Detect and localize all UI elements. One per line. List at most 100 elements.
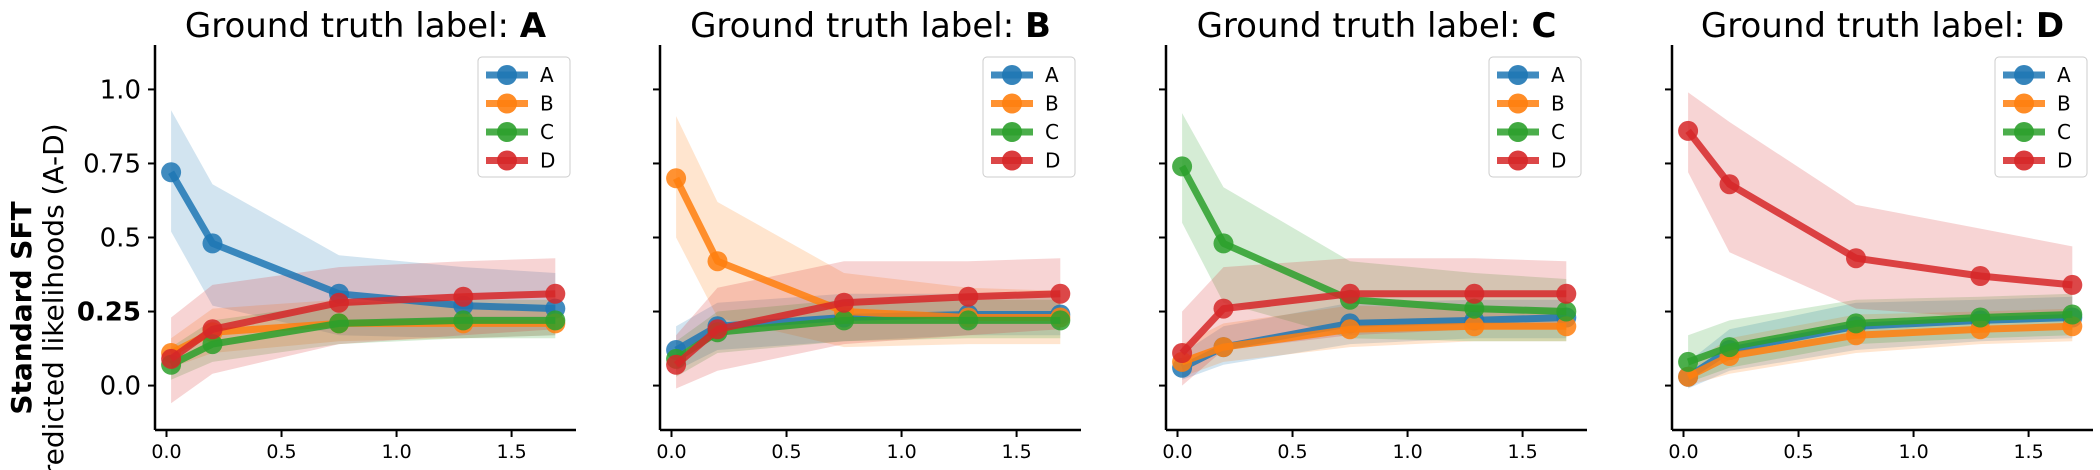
legend-label: D <box>2057 149 2072 173</box>
legend-label: B <box>540 92 554 116</box>
data-point-c <box>453 310 474 331</box>
chart-title-prefix: Ground truth label: <box>1197 6 1532 46</box>
data-point-c <box>1050 310 1071 331</box>
data-point-d <box>1213 298 1234 319</box>
confidence-band-d <box>1688 92 2073 321</box>
legend-label: C <box>1551 120 1565 144</box>
data-point-d <box>707 319 728 340</box>
legend-swatch-marker <box>1508 150 1528 171</box>
data-point-b <box>1464 316 1485 337</box>
data-point-d <box>1050 283 1071 304</box>
legend-swatch-marker <box>497 93 517 114</box>
chart-panel-a: Ground truth label: A 0.0 0.5 1.0 1.5 0.0 0.25… <box>77 6 576 463</box>
legend-swatch-marker <box>1508 65 1528 85</box>
chart-title-prefix: Ground truth label: <box>1701 6 2036 46</box>
y-axis-label-group: Standard SFT Predicted likelihoods (A-D) <box>5 123 70 470</box>
legend-label: D <box>1045 149 1060 173</box>
data-point-b <box>707 251 728 272</box>
legend-label: C <box>540 120 554 144</box>
legend-label: C <box>1045 120 1059 144</box>
legend-swatch-marker <box>1002 122 1022 142</box>
data-point-c <box>834 310 854 331</box>
confidence-band-c <box>1182 113 1567 342</box>
data-point-c <box>1970 307 1991 328</box>
data-point-c <box>1213 233 1234 254</box>
data-point-c <box>958 310 979 331</box>
legend-label: A <box>1045 63 1059 87</box>
chart-title-prefix: Ground truth label: <box>185 6 520 46</box>
data-point-d <box>1340 283 1360 304</box>
confidence-band-a <box>171 110 556 339</box>
legend-swatch-marker <box>2014 65 2034 85</box>
data-point-a <box>202 233 223 254</box>
data-point-c <box>2062 304 2083 325</box>
data-point-b <box>1556 316 1577 337</box>
legend-frame <box>1488 56 1582 178</box>
legend-swatch-marker <box>497 65 517 85</box>
data-point-b <box>1340 319 1360 340</box>
legend-swatch-marker <box>2014 93 2034 114</box>
x-tick-label: 1.5 <box>2013 441 2043 463</box>
x-tick-label: 1.0 <box>1392 441 1422 463</box>
legend-swatch-marker <box>1508 93 1528 114</box>
data-point-c <box>202 334 223 355</box>
data-point-d <box>958 286 979 307</box>
x-tick-label: 1.0 <box>886 441 916 463</box>
x-tick-label: 0.5 <box>1783 441 1813 463</box>
legend-swatch-marker <box>497 150 517 171</box>
legend-frame <box>1994 56 2088 178</box>
data-point-c <box>545 310 566 331</box>
legend-frame <box>477 56 571 178</box>
data-point-c <box>1556 301 1577 322</box>
x-tick-label: 0.5 <box>266 441 296 463</box>
data-point-d <box>1172 343 1193 363</box>
data-point-d <box>1464 283 1485 304</box>
chart-title-letter: B <box>1025 6 1051 46</box>
y-axis-label-bold: Standard SFT <box>5 201 38 414</box>
data-point-d <box>161 348 182 369</box>
data-point-d <box>834 292 854 313</box>
x-tick-label: 0.5 <box>1277 441 1307 463</box>
x-tick-label: 1.0 <box>381 441 411 463</box>
data-point-d <box>1719 174 1740 195</box>
data-point-c <box>1719 337 1740 358</box>
legend-label: D <box>1551 149 1566 173</box>
chart-title: Ground truth label: A <box>185 6 547 46</box>
data-point-d <box>2062 274 2083 295</box>
x-tick-label: 0.0 <box>151 441 181 463</box>
data-point-d <box>666 354 687 375</box>
legend-swatch-marker <box>1508 122 1528 142</box>
data-point-d <box>1556 283 1577 304</box>
data-point-d <box>202 319 223 340</box>
chart-title: Ground truth label: D <box>1701 6 2064 46</box>
data-point-d <box>1678 120 1699 141</box>
legend-swatch-marker <box>497 122 517 142</box>
legend-label: C <box>2057 120 2071 144</box>
legend-swatch-marker <box>1002 150 1022 171</box>
data-point-d <box>545 283 566 304</box>
data-point-d <box>453 286 474 307</box>
y-axis-label: Predicted likelihoods (A-D) <box>37 123 70 470</box>
y-tick-label: 0.75 <box>83 149 141 179</box>
data-point-c <box>1172 156 1193 177</box>
chart-title: Ground truth label: C <box>1197 6 1557 46</box>
x-tick-label: 0.5 <box>771 441 801 463</box>
chart-title: Ground truth label: B <box>690 6 1051 46</box>
data-point-d <box>1970 266 1991 286</box>
y-tick-label: 0.25 <box>77 298 141 328</box>
data-point-c <box>1846 313 1866 334</box>
y-tick-label: 0.5 <box>100 224 141 254</box>
legend-label: B <box>1551 92 1565 116</box>
legend-swatch-marker <box>2014 150 2034 171</box>
data-point-d <box>329 292 349 313</box>
data-point-c <box>1464 298 1485 319</box>
legend-label: A <box>540 63 554 87</box>
chart-title-prefix: Ground truth label: <box>690 6 1025 46</box>
chart-title-letter: C <box>1531 6 1556 46</box>
